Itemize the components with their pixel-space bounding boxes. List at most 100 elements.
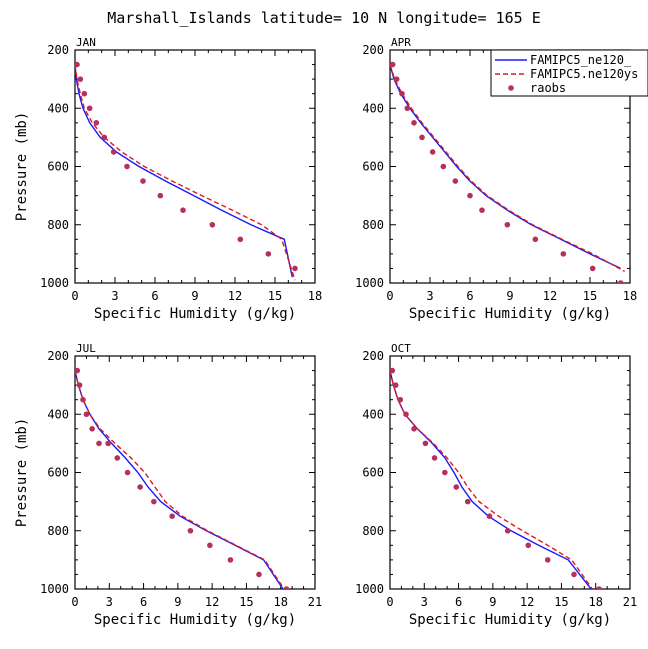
x-tick-label: 12 — [205, 595, 219, 609]
plot-area — [75, 61, 298, 281]
raobs-point — [86, 105, 93, 112]
raobs-point — [403, 411, 409, 418]
series-line-ne120 — [390, 64, 621, 270]
raobs-point — [89, 426, 95, 432]
x-tick-label: 9 — [191, 289, 198, 303]
raobs-point — [80, 396, 86, 403]
raobs-point — [76, 382, 83, 388]
x-tick-label: 3 — [421, 595, 428, 609]
series-line-ne120 — [75, 64, 293, 278]
raobs-point — [180, 207, 186, 213]
x-tick-label: 18 — [273, 595, 287, 609]
x-tick-label: 18 — [623, 289, 637, 303]
raobs-point — [101, 134, 108, 141]
x-axis-label: Specific Humidity (g/kg) — [94, 306, 296, 322]
raobs-point — [292, 265, 298, 272]
raobs-point — [560, 251, 567, 257]
raobs-point — [105, 440, 111, 447]
y-tick-label: 800 — [47, 524, 69, 538]
raobs-point — [81, 90, 88, 97]
raobs-point — [442, 469, 448, 476]
raobs-point — [464, 498, 471, 505]
series-line-ne120ys — [390, 370, 593, 589]
x-tick-label: 12 — [543, 289, 557, 303]
x-tick-label: 9 — [506, 289, 513, 303]
raobs-point — [114, 455, 121, 461]
y-tick-label: 1000 — [355, 276, 384, 290]
raobs-point — [110, 149, 117, 155]
raobs-point — [431, 455, 438, 461]
y-tick-label: 200 — [47, 43, 69, 57]
raobs-point — [504, 221, 511, 228]
raobs-point — [83, 411, 90, 418]
x-tick-label: 6 — [466, 289, 473, 303]
legend-label: FAMIPC5_ne120_ — [530, 53, 632, 67]
raobs-point — [486, 513, 493, 519]
raobs-point — [124, 163, 130, 170]
raobs-point — [151, 498, 157, 505]
x-tick-label: 15 — [583, 289, 597, 303]
series-line-ne120 — [390, 370, 592, 589]
x-tick-label: 0 — [386, 595, 393, 609]
raobs-point — [390, 367, 396, 374]
x-tick-label: 3 — [426, 289, 433, 303]
legend-label: raobs — [530, 81, 566, 95]
y-tick-label: 1000 — [355, 582, 384, 596]
raobs-point — [617, 280, 624, 283]
raobs-point — [504, 527, 511, 534]
x-tick-label: 3 — [111, 289, 118, 303]
raobs-point — [440, 163, 447, 170]
y-tick-label: 200 — [362, 43, 384, 57]
raobs-point — [207, 542, 213, 549]
raobs-point — [452, 178, 459, 184]
raobs-point — [283, 586, 290, 589]
x-tick-label: 21 — [623, 595, 637, 609]
y-axis-label: Pressure (mb) — [14, 418, 30, 528]
raobs-point — [157, 192, 164, 199]
figure-title: Marshall_Islands latitude= 10 N longitud… — [107, 9, 540, 27]
y-tick-label: 1000 — [40, 276, 69, 290]
series-line-ne120 — [75, 370, 284, 589]
plot-area — [390, 61, 626, 283]
panel-label: JUL — [76, 342, 96, 355]
series-line-ne120ys — [75, 64, 296, 281]
panel-apr: APR 0 3 6 9 12 15 18 200 400 600 800 1000 Specific Hu… — [355, 36, 637, 322]
raobs-point — [75, 367, 81, 374]
x-tick-label: 6 — [151, 289, 158, 303]
x-axis-label: Specific Humidity (g/kg) — [94, 612, 296, 628]
raobs-point — [137, 484, 143, 490]
raobs-point — [596, 586, 602, 589]
legend-label: FAMIPC5.ne120ys — [530, 67, 638, 81]
raobs-point — [399, 90, 405, 97]
panel-jul: JUL 0 3 6 9 12 15 18 21 200 400 600 800 1000 Specific … — [14, 342, 322, 628]
y-tick-label: 200 — [362, 349, 384, 363]
series-line-ne120ys — [75, 370, 285, 589]
raobs-point — [124, 469, 131, 476]
x-tick-label: 6 — [140, 595, 147, 609]
y-axis-label: Pressure (mb) — [14, 112, 30, 222]
plot-area — [390, 367, 602, 589]
raobs-point — [390, 61, 396, 68]
legend-box — [490, 49, 648, 97]
raobs-point — [525, 542, 532, 549]
panel-oct: OCT 0 3 6 9 12 15 18 21 200 400 600 800 1000 Specific … — [355, 342, 637, 628]
raobs-point — [393, 76, 400, 82]
raobs-point — [265, 251, 272, 257]
x-tick-label: 0 — [71, 595, 78, 609]
raobs-point — [419, 134, 425, 141]
plot-frame — [74, 355, 316, 590]
raobs-point — [429, 149, 436, 155]
legend-dot — [508, 85, 514, 91]
x-tick-label: 0 — [71, 289, 78, 303]
x-tick-label: 18 — [308, 289, 322, 303]
raobs-point — [453, 484, 460, 490]
raobs-point — [96, 440, 102, 447]
y-tick-label: 600 — [47, 160, 69, 174]
raobs-point — [77, 76, 84, 82]
plot-area — [75, 367, 290, 589]
raobs-point — [237, 236, 244, 243]
y-tick-label: 800 — [47, 218, 69, 232]
raobs-point — [256, 571, 262, 578]
raobs-point — [532, 236, 539, 243]
